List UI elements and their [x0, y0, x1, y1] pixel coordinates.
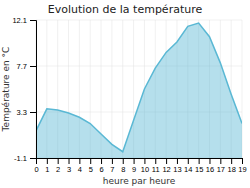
y-axis-tick-mark [30, 158, 36, 159]
x-axis-tick-label: 10 [141, 165, 149, 174]
y-axis-tick-mark [30, 66, 36, 67]
x-axis-tick-label: 4 [78, 165, 82, 174]
y-axis: -1.1 3.3 7.7 12.1 [12, 16, 36, 163]
x-axis-tick-label: 16 [206, 165, 214, 174]
x-axis-tick-mark [242, 158, 243, 164]
x-axis-tick: 9 [132, 158, 136, 174]
x-axis-tick-mark [144, 158, 145, 164]
x-axis-tick-mark [69, 158, 70, 164]
x-axis-tick-mark [209, 158, 210, 164]
x-axis-tick-mark [58, 158, 59, 164]
x-axis-tick-label: 9 [132, 165, 136, 174]
marks [36, 23, 242, 158]
x-axis-tick-label: 18 [227, 165, 235, 174]
x-axis-tick-label: 19 [238, 165, 246, 174]
y-axis-tick-mark [30, 20, 36, 21]
x-axis-tick-mark [47, 158, 48, 164]
x-axis-tick: 12 [162, 158, 170, 174]
x-axis-tick-mark [220, 158, 221, 164]
x-axis-tick-label: 5 [89, 165, 93, 174]
line [36, 23, 242, 152]
x-axis-tick-label: 6 [99, 165, 103, 174]
plot: 012345678910111213141516171819-1.13.37.7… [12, 16, 246, 174]
x-axis-tick-label: 3 [67, 165, 71, 174]
x-axis-tick: 19 [238, 158, 246, 174]
x-axis-tick: 13 [173, 158, 181, 174]
x-axis-tick: 1 [45, 158, 49, 174]
x-axis-tick: 0 [34, 158, 38, 174]
x-grid-line [111, 20, 112, 158]
x-axis-tick-mark [166, 158, 167, 164]
y-axis-tick-label: 7.7 [17, 62, 27, 71]
x-axis-tick-mark [90, 158, 91, 164]
x-axis-tick: 2 [56, 158, 60, 174]
x-axis-tick: 10 [141, 158, 149, 174]
x-axis-domain [37, 159, 243, 165]
x-axis-tick: 4 [78, 158, 82, 174]
x-axis-tick: 17 [217, 158, 225, 174]
x-axis-label: heure par heure [103, 176, 176, 186]
x-axis-tick-label: 1 [45, 165, 49, 174]
x-axis-tick-label: 2 [56, 165, 60, 174]
x-axis-tick: 16 [206, 158, 214, 174]
x-axis-tick-mark [123, 158, 124, 164]
y-axis-domain [30, 21, 37, 159]
y-grid-line [36, 20, 242, 21]
x-axis-tick: 5 [89, 158, 93, 174]
x-axis-tick: 18 [227, 158, 235, 174]
x-grid-line [122, 20, 123, 158]
x-axis-tick-mark [177, 158, 178, 164]
y-axis-tick-label: -1.1 [14, 154, 27, 163]
x-axis-tick-label: 7 [110, 165, 114, 174]
x-axis-tick-mark [155, 158, 156, 164]
x-axis-tick-mark [199, 158, 200, 164]
x-axis-tick-label: 0 [34, 165, 38, 174]
x-axis-tick: 6 [99, 158, 103, 174]
x-axis-tick: 11 [152, 158, 160, 174]
x-axis-tick: 3 [67, 158, 71, 174]
x-axis-tick-mark [231, 158, 232, 164]
x-axis-tick-mark [79, 158, 80, 164]
x-axis-tick: 15 [195, 158, 203, 174]
y-axis-tick: -1.1 [14, 154, 36, 163]
x-axis-tick-label: 8 [121, 165, 125, 174]
x-axis-tick-label: 13 [173, 165, 181, 174]
title: Evolution de la température [48, 3, 203, 16]
y-axis-tick-mark [30, 112, 36, 113]
x-axis-tick-mark [188, 158, 189, 164]
y-axis-tick-label: 12.1 [12, 16, 27, 25]
x-axis-tick-label: 14 [184, 165, 192, 174]
x-axis-tick: 7 [110, 158, 114, 174]
x-axis-tick-label: 11 [152, 165, 160, 174]
x-axis: 012345678910111213141516171819 [34, 158, 246, 174]
grid [36, 20, 242, 158]
x-axis-tick-mark [134, 158, 135, 164]
y-axis-tick: 12.1 [12, 16, 36, 25]
y-axis-tick: 7.7 [17, 62, 36, 71]
y-axis-tick: 3.3 [17, 108, 36, 117]
x-axis-tick-label: 15 [195, 165, 203, 174]
x-axis-tick-mark [112, 158, 113, 164]
x-axis-tick-mark [101, 158, 102, 164]
x-axis-tick-label: 17 [217, 165, 225, 174]
x-axis-tick: 14 [184, 158, 192, 174]
y-axis-tick-label: 3.3 [17, 108, 27, 117]
chart: 012345678910111213141516171819-1.13.37.7… [0, 0, 250, 188]
area [36, 23, 242, 158]
y-axis-label: Température en °C [1, 47, 11, 133]
x-axis-tick-label: 12 [162, 165, 170, 174]
x-axis-tick: 8 [121, 158, 125, 174]
